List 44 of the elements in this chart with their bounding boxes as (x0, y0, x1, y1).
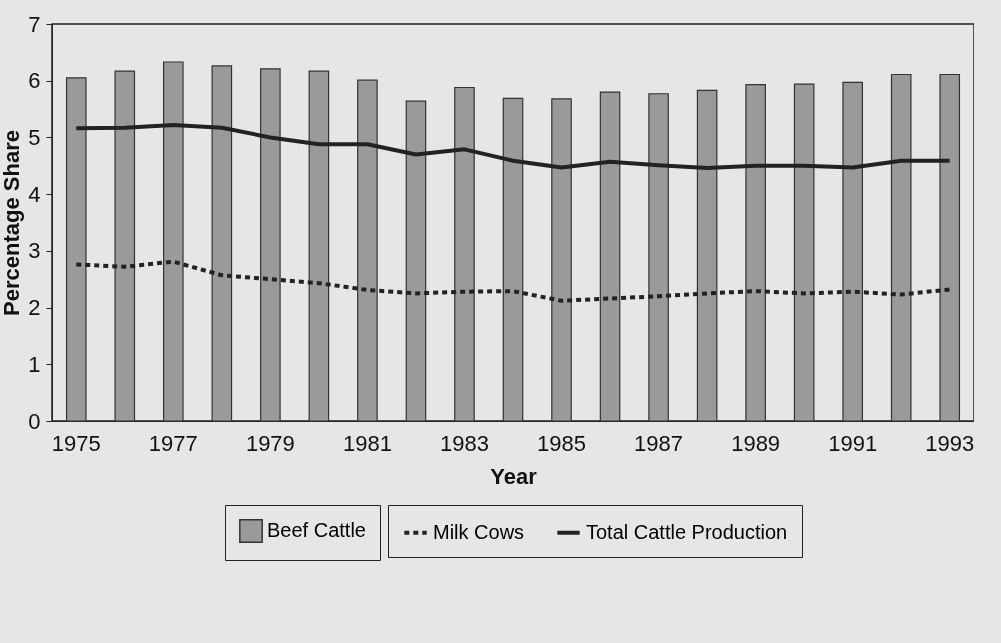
y-tick-label: 7 (28, 11, 41, 37)
y-tick-label: 1 (28, 351, 41, 377)
bar (890, 73, 912, 422)
bar (842, 81, 863, 422)
bar (357, 79, 378, 422)
legend-label: Milk Cows (433, 520, 525, 543)
bar (696, 89, 718, 422)
bar (745, 84, 766, 422)
bar (405, 100, 427, 422)
bar (599, 91, 621, 422)
x-tick-label: 1975 (51, 430, 101, 456)
y-tick-label: 5 (28, 124, 41, 150)
x-tick-label: 1987 (634, 430, 684, 456)
x-tick-label: 1983 (440, 430, 489, 456)
line-series (74, 122, 952, 171)
legend-label: Total Cattle Production (586, 520, 788, 543)
x-tick-label: 1979 (245, 430, 295, 456)
bar (163, 61, 184, 422)
y-tick-label: 3 (28, 238, 41, 264)
bar (260, 68, 281, 422)
bar (551, 98, 572, 422)
x-axis-title: Year (490, 463, 538, 489)
y-tick-label: 6 (28, 68, 41, 94)
y-tick-label: 0 (28, 408, 41, 434)
bar (308, 70, 330, 422)
bar (502, 97, 524, 422)
legend-label: Beef Cattle (267, 519, 366, 541)
bar (114, 70, 136, 422)
y-tick-label: 2 (28, 295, 41, 321)
x-tick-label: 1991 (828, 430, 878, 456)
x-tick-label: 1985 (537, 430, 586, 456)
x-tick-label: 1977 (148, 430, 198, 456)
y-tick-label: 4 (28, 181, 41, 207)
x-tick-label: 1993 (925, 430, 975, 456)
bar (939, 73, 961, 422)
line-series (74, 259, 952, 303)
bar (65, 77, 87, 422)
y-axis-title: Percentage Share (0, 130, 25, 316)
bar (454, 86, 475, 422)
bar (648, 93, 669, 422)
x-tick-label: 1989 (731, 430, 781, 456)
bar (793, 83, 815, 422)
bar (211, 65, 233, 422)
x-tick-label: 1981 (342, 430, 392, 456)
